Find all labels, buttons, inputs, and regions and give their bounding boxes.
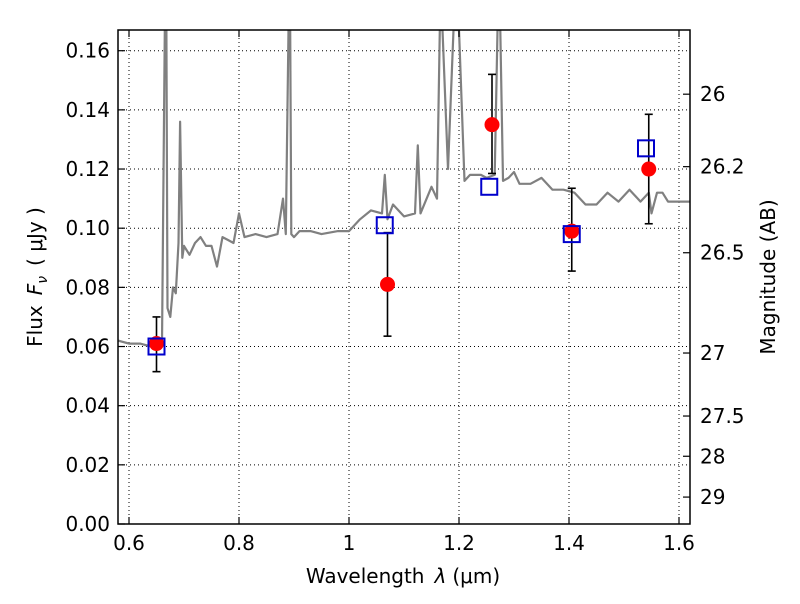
x-tick-label: 1.2 [443, 531, 475, 555]
observed-point [564, 223, 580, 239]
model-point [147, 337, 166, 356]
plot-frame [117, 29, 691, 525]
x-tick-label: 1.4 [553, 531, 585, 555]
x-tick-label: 1 [343, 531, 356, 555]
y-axis-right-label: Magnitude (AB) [756, 199, 780, 354]
right-tick-label: 27.5 [700, 404, 745, 428]
observed-point [380, 276, 395, 292]
y-tick-label: 0.04 [65, 394, 110, 418]
right-tick-label: 26.5 [700, 241, 745, 265]
y-axis-left-label: FluxFν( μJy ) [23, 207, 51, 347]
model-point [375, 216, 394, 235]
right-tick-label: 29 [700, 485, 725, 509]
right-tick-label: 27 [700, 341, 725, 365]
y-tick-label: 0.08 [65, 275, 110, 299]
y-tick-label: 0.00 [65, 512, 110, 536]
y-tick-label: 0.16 [65, 39, 110, 63]
observed-point [149, 336, 164, 352]
model-point [637, 139, 655, 158]
x-tick-label: 0.6 [113, 531, 145, 555]
model-point [562, 225, 581, 244]
observed-point [484, 117, 500, 133]
x-axis-label: Wavelength λ (μm) [306, 564, 500, 588]
y-tick-label: 0.06 [65, 335, 110, 359]
observed-point [641, 161, 657, 177]
x-tick-label: 0.8 [223, 531, 255, 555]
right-tick-label: 26 [700, 82, 725, 106]
spectrum-line [118, 30, 690, 348]
right-tick-label: 28 [700, 444, 725, 468]
x-tick-label: 1.6 [663, 531, 695, 555]
tick-layer: 0.6 0.8 1 1.2 1.4 1.6 0.00 0.02 0.04 0.06 0.08 0.10… [65, 30, 745, 555]
y-tick-label: 0.02 [65, 453, 110, 477]
y-tick-label: 0.10 [65, 216, 110, 240]
grid-layer [118, 30, 690, 524]
y-tick-label: 0.14 [65, 98, 110, 122]
model-point [480, 177, 499, 196]
y-tick-label: 0.12 [65, 157, 110, 181]
data-layer [118, 30, 690, 373]
right-tick-label: 26.2 [700, 155, 745, 179]
